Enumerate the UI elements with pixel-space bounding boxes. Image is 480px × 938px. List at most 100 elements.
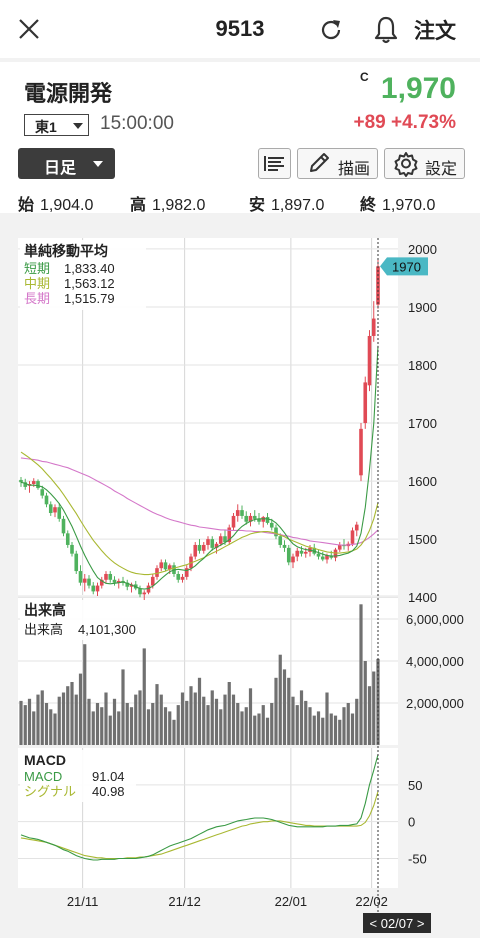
candle-body <box>65 533 70 545</box>
candle-body <box>53 507 57 513</box>
volume-bar <box>66 686 70 745</box>
volume-bar <box>282 669 287 745</box>
candle-body <box>329 555 334 558</box>
volume-bar <box>104 692 108 745</box>
volume-bar <box>23 705 27 745</box>
volume-bar <box>44 703 49 745</box>
candle-body <box>87 578 91 586</box>
volume-bar <box>70 682 74 745</box>
candle-body <box>142 592 147 595</box>
period-label: 日足 <box>44 160 77 177</box>
volume-bar <box>74 694 78 745</box>
volume-bar <box>151 703 155 745</box>
candle-body <box>193 544 198 557</box>
macd-value: 91.04 <box>92 769 125 784</box>
candle-body <box>155 568 159 577</box>
volume-bar <box>299 690 304 745</box>
volume-bar <box>231 694 236 745</box>
price-tick-label: 1900 <box>408 300 437 315</box>
volume-bar <box>206 705 210 745</box>
volume-bar <box>138 690 142 745</box>
volume-bar <box>295 705 299 745</box>
volume-bar <box>316 711 321 745</box>
volume-bar <box>304 700 308 745</box>
period-select[interactable]: 日足 <box>18 148 115 179</box>
candle-body <box>333 549 338 558</box>
volume-bars <box>19 604 380 745</box>
volume-bar <box>253 715 257 745</box>
candle-body <box>44 495 49 505</box>
volume-bar <box>176 705 180 745</box>
candle-body <box>261 517 266 522</box>
candle-body <box>104 573 108 580</box>
change-value: +89 <box>353 112 386 133</box>
candle-body <box>376 266 380 305</box>
volume-tick-label: 6,000,000 <box>406 612 464 627</box>
volume-bar <box>32 711 36 745</box>
volume-bar <box>36 694 40 745</box>
candle-body <box>354 524 359 531</box>
candle-body <box>150 576 155 586</box>
candle-body <box>91 585 96 592</box>
volume-bar <box>155 684 159 745</box>
signal-value: 40.98 <box>92 784 125 799</box>
stock-chart[interactable]: 21/11 21/12 22/01 22/02 2000 1900 1800 1700 1600… <box>0 213 480 938</box>
candle-body <box>235 510 240 516</box>
reload-icon[interactable] <box>318 17 344 43</box>
candle-body <box>303 551 308 554</box>
close-icon[interactable] <box>14 14 44 44</box>
candle-body <box>108 573 113 580</box>
settings-button[interactable]: 設定 <box>384 148 465 179</box>
ma-long-name: 長期 <box>24 291 50 306</box>
volume-bar <box>350 713 355 745</box>
ma-long-value: 1,515.79 <box>64 291 115 306</box>
candle-body <box>201 544 206 551</box>
quote-time: 15:00:00 <box>100 113 174 134</box>
volume-bar <box>363 661 367 745</box>
candle-body <box>316 553 321 557</box>
x-axis-label: 22/01 <box>275 894 308 909</box>
volume-bar <box>240 711 244 745</box>
dropdown-arrow-icon <box>93 161 103 167</box>
volume-bar <box>117 711 121 745</box>
price-change: +89 +4.73% <box>354 112 457 134</box>
signal-line <box>20 791 379 860</box>
candle-body <box>227 527 232 543</box>
candle-body <box>176 573 181 580</box>
bell-icon[interactable] <box>372 15 400 45</box>
volume-bar <box>219 709 223 745</box>
volume-bar <box>27 698 32 745</box>
candle-body <box>70 544 74 554</box>
volume-bar <box>355 698 359 745</box>
list-icon <box>264 156 284 171</box>
candle-body <box>371 318 376 336</box>
volume-bar <box>19 700 23 745</box>
candle-body <box>359 428 363 476</box>
volume-bar <box>146 709 151 745</box>
candle-body <box>367 335 372 386</box>
candle-body <box>299 550 304 554</box>
draw-button[interactable]: 描画 <box>297 148 378 179</box>
low-value: 安 1,897.0 <box>249 197 325 214</box>
volume-value: 4,101,300 <box>78 622 136 637</box>
market-select[interactable]: 東1 <box>24 114 89 136</box>
macd-tick-label: -50 <box>408 852 427 867</box>
macd-legend: MACD MACD 91.04 シグナル 40.98 <box>20 750 136 802</box>
volume-bar <box>367 686 372 745</box>
volume-tick-label: 2,000,000 <box>406 696 464 711</box>
indicator-list-button[interactable] <box>258 148 291 179</box>
order-button[interactable]: 注文 <box>414 20 456 43</box>
price-tick-label: 1400 <box>408 590 437 605</box>
volume-bar <box>287 677 291 745</box>
candle-body <box>210 539 215 548</box>
ma-mid-value: 1,563.12 <box>64 276 115 291</box>
volume-bar <box>236 703 240 745</box>
candle-body <box>286 547 291 563</box>
page-title: 9513 <box>215 16 265 41</box>
volume-bar <box>100 707 104 745</box>
cursor-date[interactable]: < 02/07 > <box>363 913 431 933</box>
volume-bar <box>333 715 338 745</box>
volume-bar <box>172 719 176 745</box>
candle-body <box>214 543 219 548</box>
volume-bar <box>49 709 53 745</box>
